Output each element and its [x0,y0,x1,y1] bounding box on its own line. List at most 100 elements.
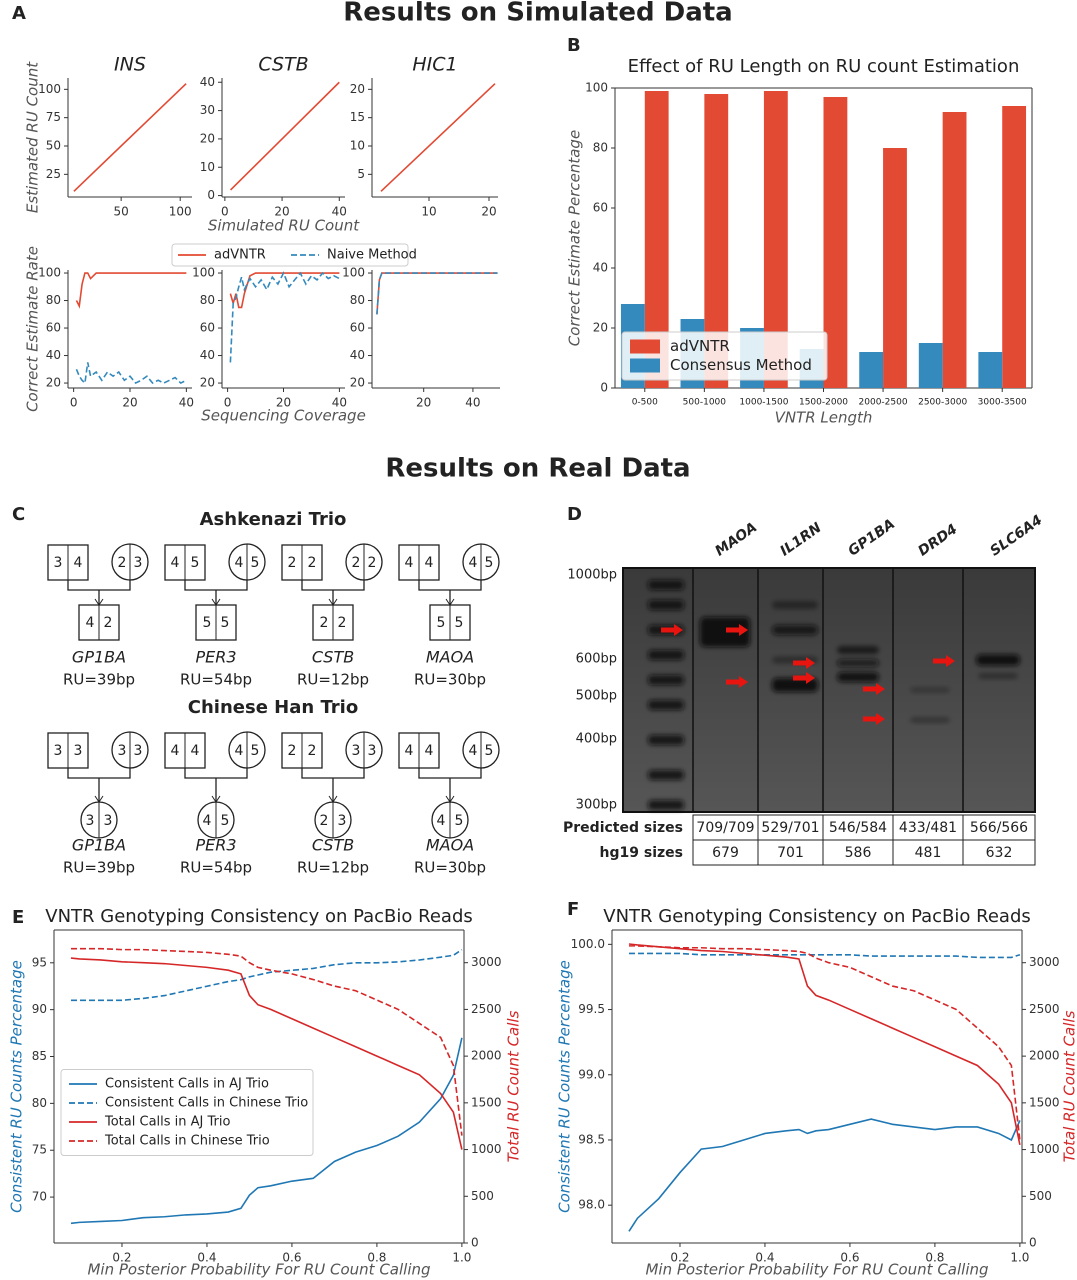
father-allele: 3 [54,555,63,571]
x-tick-label: 1000-1500 [739,398,788,408]
mother-allele: 3 [118,743,127,759]
series-line [376,272,498,315]
gel-band [837,672,879,682]
father-allele: 2 [308,743,317,759]
child-allele: 2 [338,615,347,631]
repeat-unit: RU=30bp [414,671,486,689]
legend-label: Consistent Calls in AJ Trio [105,1077,269,1092]
child-allele: 3 [104,813,113,829]
father-allele: 2 [288,743,297,759]
ladder-label: 300bp [576,798,617,813]
ladder-band [648,770,684,780]
y-tick-label: 90 [32,1002,47,1016]
y-tick-label: 40 [46,348,61,362]
x-tick-label: 0.8 [925,1251,944,1265]
y-tick-label: 85 [32,1049,47,1063]
y-tick-label: 40 [200,348,215,362]
panel-label: D [567,504,582,525]
y-tick-label: 100 [38,266,61,280]
chart-title: HIC1 [412,54,457,76]
mother-allele: 4 [469,743,478,759]
table-value: 546/584 [829,820,887,836]
series-line [70,947,463,1136]
x-axis-label: Simulated RU Count [208,217,360,235]
connector [67,580,131,605]
x-axis-label: Min Posterior Probability For RU Count C… [87,1261,430,1279]
table-value: 566/566 [970,820,1028,836]
y-tick-label: 99.5 [578,1002,605,1016]
father-allele: 3 [54,743,63,759]
gene-name: MAOA [426,836,474,855]
legend-label: Consistent Calls in Chinese Trio [105,1096,308,1111]
x-tick-label: 40 [332,205,347,219]
ladder-band [648,700,684,710]
y2-tick-label: 500 [471,1189,494,1203]
x-tick-label: 2000-2500 [859,398,908,408]
x-tick-label: 20 [481,205,496,219]
x-tick-label: 1.0 [1010,1251,1029,1265]
child-allele: 4 [203,813,212,829]
series-line [75,362,187,385]
series-line [628,945,1021,1141]
x-tick-label: 20 [416,396,431,410]
y-tick-label: 80 [32,1096,47,1110]
x-axis-label: Sequencing Coverage [201,407,366,425]
connector [301,580,365,605]
y-tick-label: 60 [593,201,608,215]
lane-label: MAOA [712,519,760,559]
x-tick-label: 3000-3500 [978,398,1027,408]
x-tick-label: 0.8 [367,1251,386,1265]
y-tick-label: 75 [32,1143,47,1157]
x-tick-label: 1500-2000 [799,398,848,408]
y-tick-label: 99.0 [578,1067,605,1081]
y-tick-label: 60 [350,321,365,335]
ladder-band [648,600,684,610]
mother-allele: 4 [235,743,244,759]
child-allele: 5 [203,615,212,631]
x-axis-label: VNTR Length [775,409,873,427]
x-tick-label: 0 [221,205,229,219]
gene-name: CSTB [312,648,354,667]
x-tick-label: 20 [276,396,291,410]
repeat-unit: RU=39bp [63,859,135,877]
x-tick-label: 1.0 [452,1251,471,1265]
child-allele: 2 [320,615,329,631]
x-tick-label: 2500-3000 [918,398,967,408]
y-tick-label: 15 [350,110,365,124]
arrow [793,672,815,684]
y2-tick-label: 2000 [471,1049,502,1063]
trio-title: Chinese Han Trio [188,697,358,718]
y-tick-label: 10 [200,160,215,174]
mother-allele: 5 [485,555,494,571]
x-tick-label: 20 [122,396,137,410]
bar [1002,106,1027,388]
y-tick-label: 5 [357,167,365,181]
x-tick-label: 0.2 [112,1251,131,1265]
table-value: 632 [986,845,1013,861]
ladder-band [648,800,684,810]
bar [942,112,967,388]
child-allele: 3 [86,813,95,829]
father-allele: 4 [425,555,434,571]
chart-title: VNTR Genotyping Consistency on PacBio Re… [45,906,473,927]
lane-label: GP1BA [845,516,898,560]
father-allele: 4 [425,743,434,759]
panel-label: E [12,907,24,928]
y-tick-label: 60 [46,321,61,335]
repeat-unit: RU=39bp [63,671,135,689]
legend-box [621,331,828,381]
y2-tick-label: 1000 [471,1142,502,1156]
y2-tick-label: 2500 [1029,1002,1060,1016]
legend-box [60,1069,314,1156]
mother-allele: 2 [118,555,127,571]
series-line [229,272,340,309]
father-allele: 4 [74,555,83,571]
bar [644,91,669,388]
y2-tick-label: 500 [1029,1189,1052,1203]
ladder-label: 400bp [576,732,617,747]
y2-tick-label: 2500 [471,1002,502,1016]
father-allele: 4 [405,743,414,759]
mother-allele: 4 [235,555,244,571]
bar [704,94,729,388]
